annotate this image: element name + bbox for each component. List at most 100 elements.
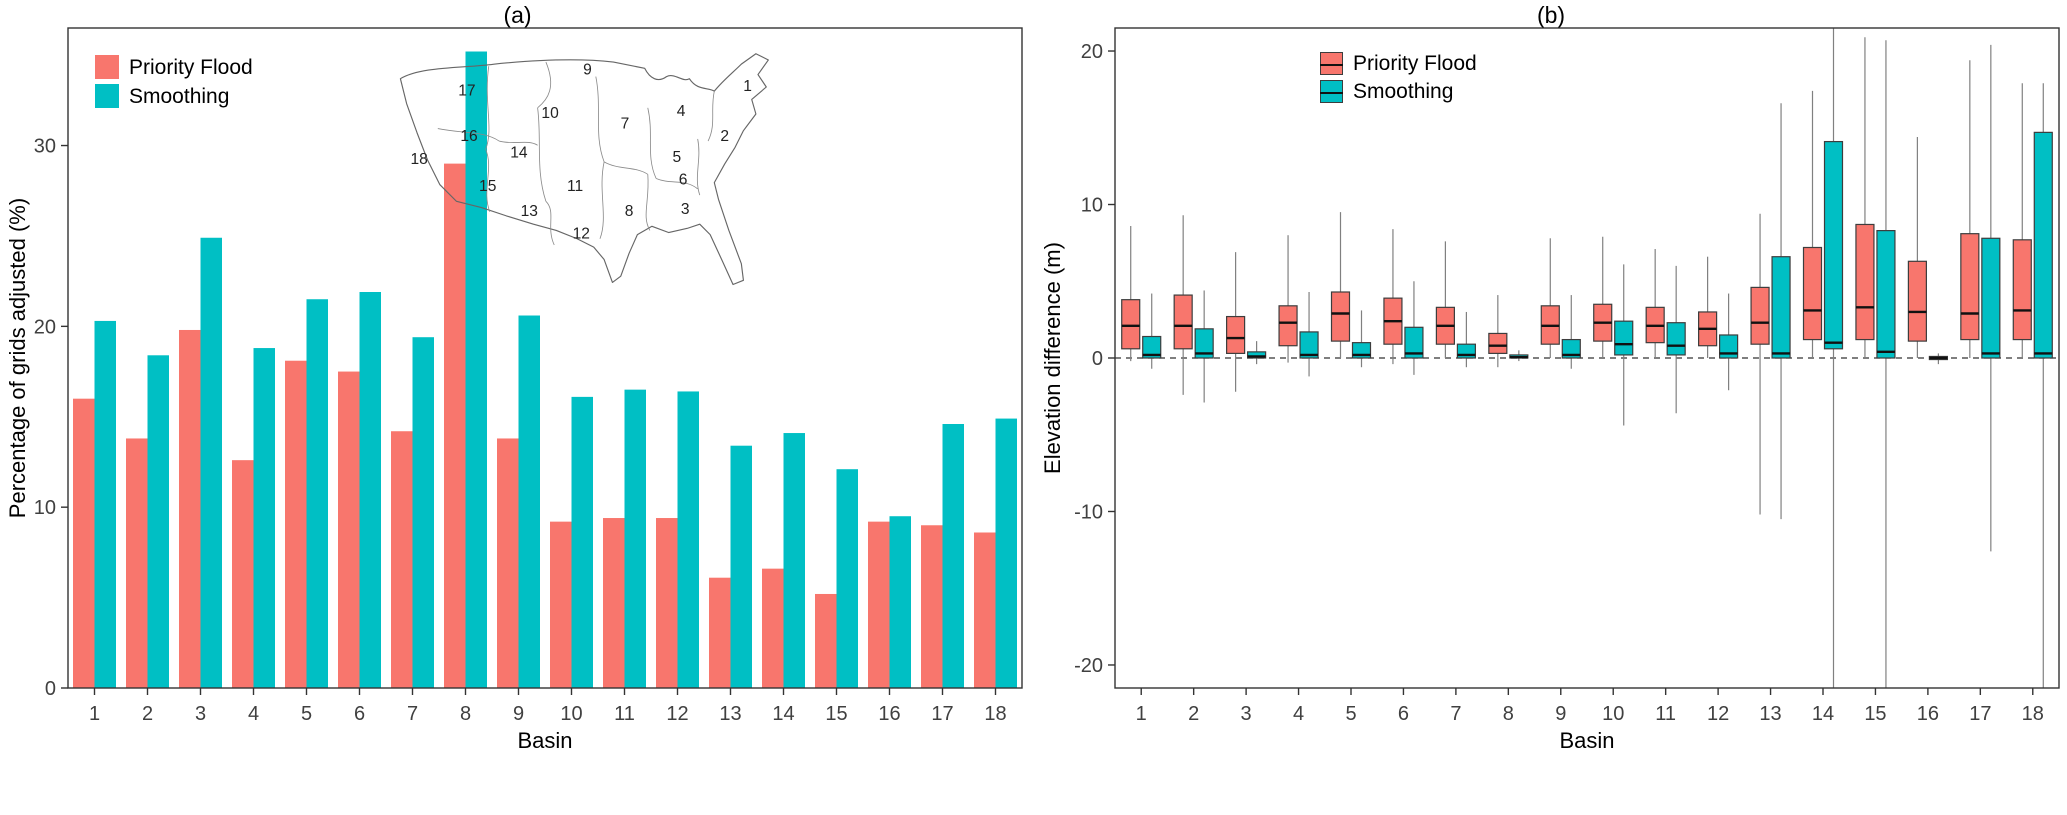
map-basin-label-8: 8 (625, 203, 634, 220)
x-tick-label: 9 (513, 703, 524, 725)
x-tick-label: 13 (1759, 703, 1781, 725)
box-smoothing-basin-10 (1614, 320, 1634, 356)
bar-smoothing-basin-9 (518, 315, 540, 688)
box-priority_flood-basin-13 (1750, 286, 1770, 345)
smoothing-boxkey-icon (1320, 80, 1343, 103)
box-smoothing-basin-13 (1771, 256, 1791, 359)
box-priority_flood-basin-5 (1330, 291, 1351, 342)
x-tick-label: 13 (719, 703, 741, 725)
bar-priority_flood-basin-16 (868, 521, 890, 688)
y-tick-label: 30 (34, 136, 56, 158)
x-tick-label: 6 (354, 703, 365, 725)
panel-b-legend: Priority Flood Smoothing (1320, 52, 1477, 103)
bar-smoothing-basin-5 (306, 299, 328, 688)
panel-b: (b) -20 -10 0 10 20 1 2 3 4 5 6 7 8 9 10 11 12 13 14 15 16 17… (1035, 0, 2067, 815)
box-smoothing-basin-9 (1561, 338, 1581, 359)
bar-priority_flood-basin-1 (73, 398, 95, 688)
legend-label-priority-flood: Priority Flood (129, 55, 253, 79)
box-priority_flood-basin-16 (1907, 260, 1927, 342)
panel-b-y-axis-label: Elevation difference (m) (1040, 242, 1065, 474)
box-smoothing-basin-15 (1876, 230, 1896, 359)
x-tick-label: 17 (931, 703, 953, 725)
box-smoothing-basin-2 (1194, 328, 1214, 359)
map-basin-label-16: 16 (460, 128, 477, 145)
x-tick-label: 11 (1655, 703, 1676, 725)
x-tick-label: 12 (1707, 703, 1729, 725)
x-tick-label: 3 (1241, 703, 1252, 725)
y-tick-label: 10 (1081, 195, 1103, 217)
bar-smoothing-basin-2 (147, 355, 169, 688)
box-priority_flood-basin-17 (1960, 233, 1980, 341)
legend-label-smoothing: Smoothing (129, 84, 230, 108)
bar-smoothing-basin-8 (465, 51, 487, 689)
priority-flood-swatch-icon (95, 55, 119, 79)
map-basin-label-7: 7 (621, 116, 630, 133)
x-tick-label: 15 (825, 703, 847, 725)
panel-b-x-axis-label: Basin (1559, 728, 1615, 753)
bar-priority_flood-basin-13 (709, 577, 731, 688)
panel-border (1114, 27, 2060, 689)
basin-boundaries (437, 61, 715, 246)
panel-a-title: (a) (503, 2, 532, 28)
bar-priority_flood-basin-9 (497, 438, 519, 688)
y-tick-label: -10 (1074, 501, 1103, 523)
box-priority_flood-basin-3 (1226, 315, 1246, 354)
x-tick-label: 5 (1345, 703, 1356, 725)
bar-smoothing-basin-13 (730, 445, 752, 688)
box-smoothing-basin-14 (1823, 140, 1844, 350)
bar-priority_flood-basin-10 (550, 521, 572, 688)
bar-priority_flood-basin-7 (391, 431, 413, 688)
box-priority_flood-basin-2 (1173, 294, 1193, 350)
bar-priority_flood-basin-3 (179, 329, 201, 688)
bar-priority_flood-basin-18 (974, 532, 996, 688)
map-basin-label-1: 1 (743, 78, 752, 95)
bar-priority_flood-basin-17 (921, 525, 943, 688)
bar-priority_flood-basin-15 (815, 593, 837, 688)
box-smoothing-basin-1 (1142, 335, 1162, 359)
map-basin-label-4: 4 (677, 103, 686, 120)
box-smoothing-basin-11 (1666, 322, 1686, 356)
x-tick-label: 4 (1293, 703, 1304, 725)
bar-priority_flood-basin-8 (444, 163, 466, 688)
bar-smoothing-basin-16 (889, 516, 911, 688)
x-tick-label: 18 (2022, 703, 2044, 725)
box-priority_flood-basin-18 (2012, 239, 2032, 341)
x-tick-label: 11 (614, 703, 635, 725)
x-tick-label: 9 (1555, 703, 1566, 725)
panel-a: (a) 0 10 20 30 1 2 3 4 5 6 7 8 9 10 11 12 13 14 15 16 17 18 P… (5, 2, 1023, 753)
x-tick-label: 2 (142, 703, 153, 725)
bar-smoothing-basin-10 (571, 396, 593, 688)
map-basin-label-5: 5 (673, 149, 682, 166)
x-tick-label: 6 (1398, 703, 1409, 725)
map-basin-label-13: 13 (521, 203, 538, 220)
legend-item-priority-flood: Priority Flood (1320, 52, 1477, 75)
bar-priority_flood-basin-11 (603, 518, 625, 688)
bar-smoothing-basin-18 (995, 418, 1017, 688)
legend-item-smoothing: Smoothing (1320, 80, 1477, 103)
bar-smoothing-basin-12 (677, 391, 699, 688)
bar-smoothing-basin-17 (942, 424, 964, 688)
bar-smoothing-basin-11 (624, 389, 646, 688)
x-tick-label: 15 (1864, 703, 1886, 725)
bar-smoothing-basin-7 (412, 337, 434, 688)
x-tick-label: 12 (666, 703, 688, 725)
map-basin-label-17: 17 (458, 82, 475, 99)
x-tick-label: 14 (1812, 703, 1834, 725)
x-tick-label: 4 (248, 703, 259, 725)
map-basin-label-11: 11 (567, 178, 583, 195)
x-tick-label: 1 (89, 703, 100, 725)
legend-label-priority-flood: Priority Flood (1353, 52, 1477, 75)
panel-border (67, 27, 1023, 689)
x-tick-label: 8 (1503, 703, 1514, 725)
panel-a-y-axis-label: Percentage of grids adjusted (%) (5, 197, 30, 519)
y-tick-label: 0 (1092, 348, 1103, 370)
map-basin-label-15: 15 (479, 178, 497, 195)
x-tick-label: 16 (878, 703, 900, 725)
x-tick-label: 17 (1969, 703, 1991, 725)
box-smoothing-basin-3 (1247, 351, 1267, 359)
x-tick-label: 7 (407, 703, 418, 725)
